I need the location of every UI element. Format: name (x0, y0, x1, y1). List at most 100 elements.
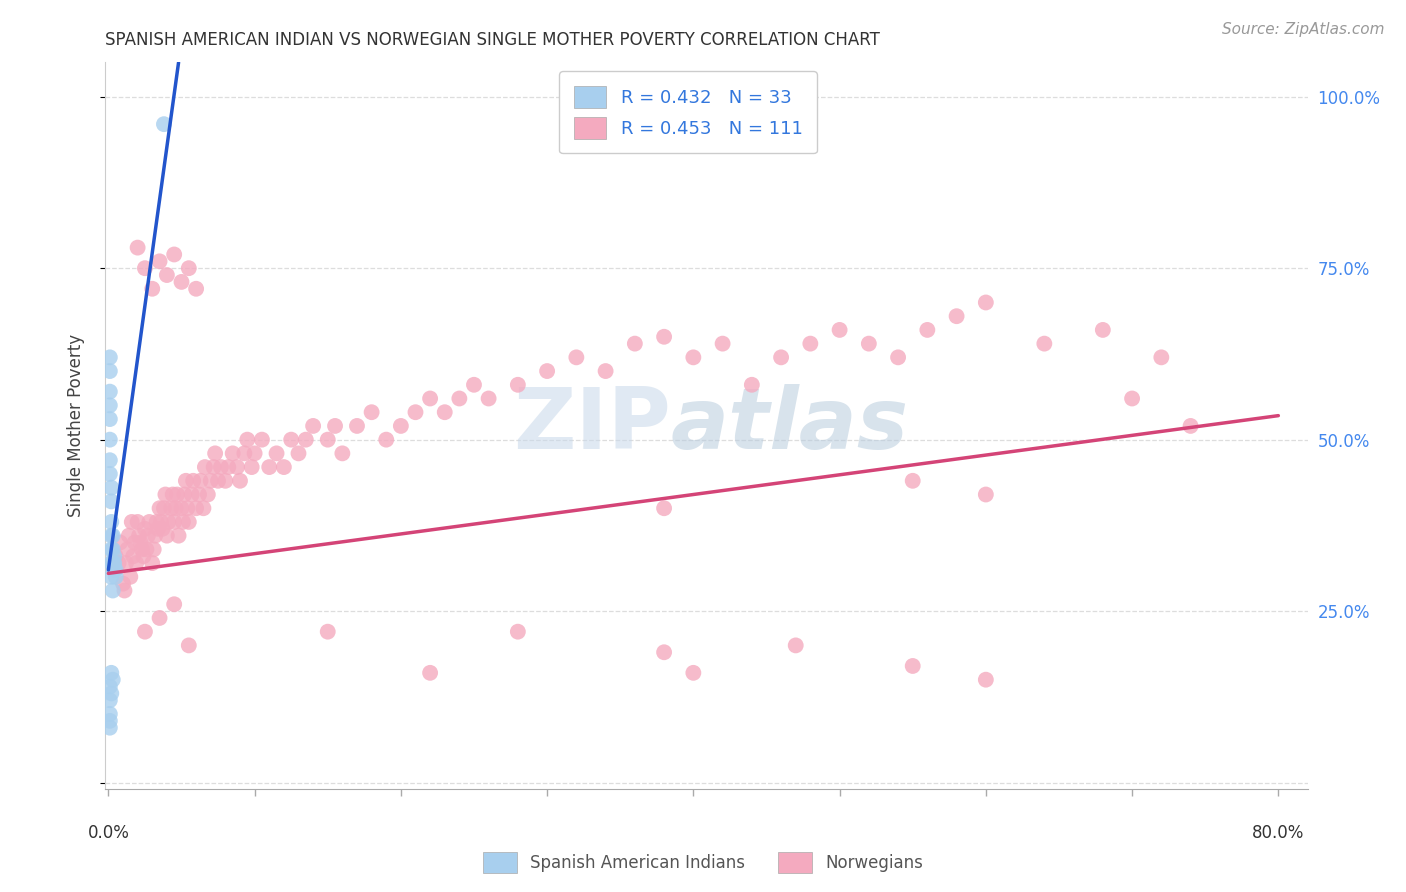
Point (828, 323, 851, 337)
Point (209, 460, 232, 475)
Point (118, 529, 141, 543)
Point (1150, 351, 1173, 365)
Text: atlas: atlas (671, 384, 908, 467)
Point (134, 261, 156, 276)
Point (419, 665, 441, 680)
Point (156, 268, 179, 282)
Point (177, 639, 200, 653)
Point (682, 351, 704, 365)
Point (104, 563, 127, 577)
Point (770, 351, 793, 365)
Point (389, 419, 412, 434)
Point (150, 515, 173, 529)
Point (125, 556, 148, 570)
Point (148, 501, 170, 516)
Point (652, 501, 675, 516)
Point (141, 282, 163, 296)
Point (166, 487, 188, 501)
Point (1180, 419, 1202, 434)
Point (142, 542, 165, 557)
Point (148, 611, 170, 625)
Point (194, 460, 217, 475)
Point (107, 556, 129, 570)
Text: 80.0%: 80.0% (1253, 823, 1305, 842)
Point (302, 419, 325, 434)
Point (200, 474, 222, 488)
Point (176, 501, 198, 516)
Point (134, 522, 156, 536)
Point (98, 721, 121, 735)
Point (155, 487, 177, 501)
Point (323, 419, 346, 434)
Point (346, 419, 368, 434)
Point (103, 549, 125, 564)
Point (104, 570, 127, 584)
Point (419, 392, 441, 406)
Text: Source: ZipAtlas.com: Source: ZipAtlas.com (1222, 22, 1385, 37)
Point (111, 576, 134, 591)
Point (202, 460, 225, 475)
Point (901, 474, 924, 488)
Point (165, 501, 187, 516)
Point (101, 542, 124, 557)
Point (104, 549, 127, 564)
Point (98, 693, 121, 707)
Point (131, 542, 153, 557)
Point (100, 515, 122, 529)
Point (170, 275, 193, 289)
Point (148, 254, 170, 268)
Point (1121, 392, 1143, 406)
Point (98, 714, 121, 728)
Point (103, 556, 125, 570)
Point (98, 364, 121, 378)
Point (478, 392, 501, 406)
Point (449, 392, 471, 406)
Point (214, 474, 236, 488)
Point (100, 529, 122, 543)
Point (173, 487, 195, 501)
Point (101, 673, 124, 687)
Point (266, 446, 288, 460)
Point (506, 624, 529, 639)
Point (974, 487, 997, 501)
Point (240, 460, 263, 475)
Point (134, 624, 156, 639)
Point (121, 515, 143, 529)
Point (316, 624, 339, 639)
Point (98, 351, 121, 365)
Point (974, 295, 997, 310)
Point (127, 515, 149, 529)
Point (799, 336, 821, 351)
Point (98, 467, 121, 481)
Point (1033, 336, 1056, 351)
Point (177, 261, 200, 276)
Point (174, 474, 197, 488)
Point (180, 487, 202, 501)
Point (785, 639, 807, 653)
Point (536, 364, 558, 378)
Point (135, 542, 157, 557)
Point (217, 460, 239, 475)
Point (153, 501, 176, 516)
Point (115, 556, 138, 570)
Point (160, 501, 183, 516)
Point (114, 583, 136, 598)
Point (145, 515, 167, 529)
Point (204, 446, 226, 460)
Point (741, 377, 763, 392)
Text: SPANISH AMERICAN INDIAN VS NORWEGIAN SINGLE MOTHER POVERTY CORRELATION CHART: SPANISH AMERICAN INDIAN VS NORWEGIAN SIN… (105, 31, 880, 49)
Point (157, 515, 180, 529)
Point (257, 460, 280, 475)
Point (184, 282, 207, 296)
Point (221, 446, 243, 460)
Point (117, 542, 139, 557)
Point (226, 460, 249, 475)
Text: 0.0%: 0.0% (87, 823, 129, 842)
Legend: R = 0.432   N = 33, R = 0.453   N = 111: R = 0.432 N = 33, R = 0.453 N = 111 (560, 71, 817, 153)
Point (146, 522, 169, 536)
Point (463, 377, 485, 392)
Point (273, 460, 295, 475)
Point (595, 364, 617, 378)
Point (141, 556, 163, 570)
Point (98, 412, 121, 426)
